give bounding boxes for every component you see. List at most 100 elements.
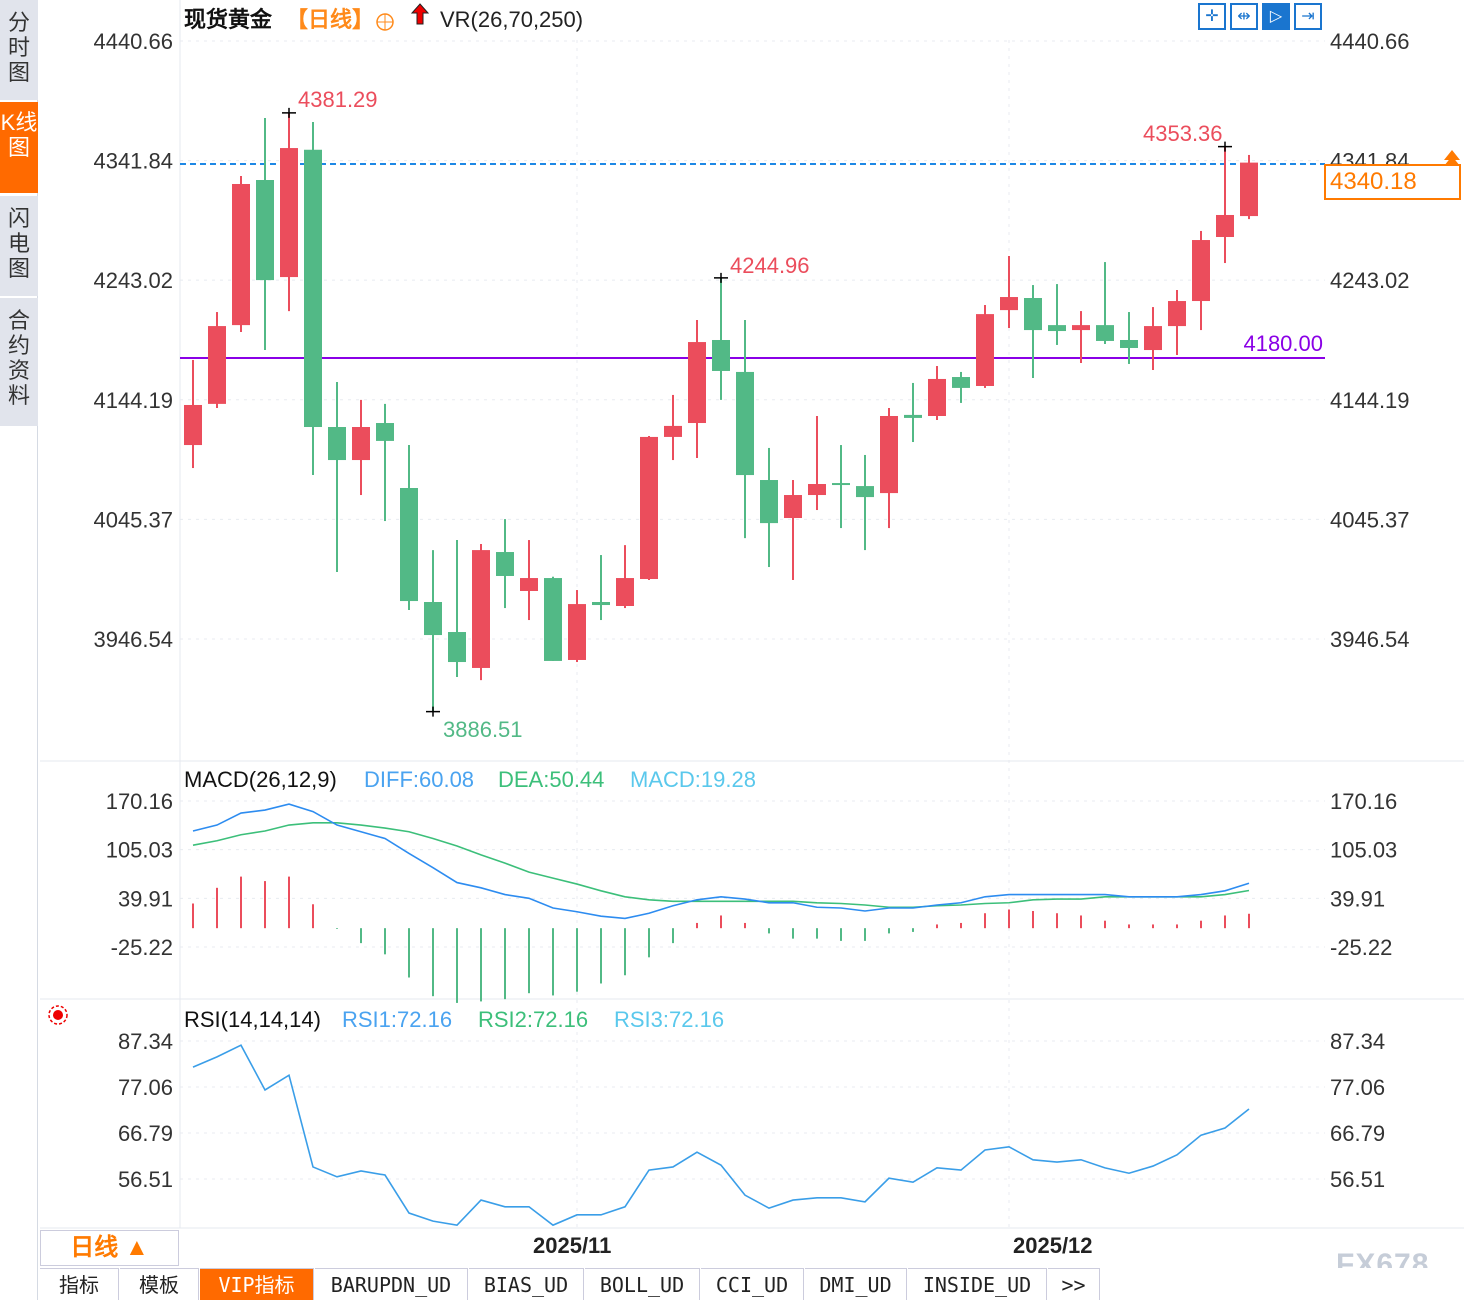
candle[interactable] xyxy=(424,550,442,712)
candle[interactable] xyxy=(520,540,538,621)
candle[interactable] xyxy=(1048,284,1066,345)
dea-line xyxy=(192,821,1250,909)
candle[interactable] xyxy=(1096,262,1114,344)
candle[interactable] xyxy=(1120,312,1138,364)
candle[interactable] xyxy=(784,480,802,580)
more-tabs-button[interactable]: >> xyxy=(1048,1268,1100,1300)
candle[interactable] xyxy=(736,320,754,539)
candle[interactable] xyxy=(1072,311,1090,363)
candle[interactable] xyxy=(400,445,418,610)
candle[interactable] xyxy=(568,590,586,663)
candle[interactable] xyxy=(232,176,250,333)
candle[interactable] xyxy=(808,415,826,511)
candle[interactable] xyxy=(256,118,274,351)
candle[interactable] xyxy=(184,359,202,469)
tab-inside-ud[interactable]: INSIDE_UD xyxy=(908,1268,1047,1300)
candle[interactable] xyxy=(760,447,778,568)
arrow-up-icon[interactable] xyxy=(410,3,430,25)
candle[interactable] xyxy=(1144,307,1162,371)
sidebar-tab-kline[interactable]: K线图 xyxy=(0,102,38,193)
period-label[interactable]: 【日线】 xyxy=(286,7,374,32)
tab-vip-indicators[interactable]: VIP指标 xyxy=(200,1268,314,1300)
settings-sun-icon[interactable] xyxy=(48,1005,68,1025)
macd-title[interactable]: MACD(26,12,9) xyxy=(184,767,337,792)
candle[interactable] xyxy=(640,435,658,580)
tab-boll-ud[interactable]: BOLL_UD xyxy=(585,1268,700,1300)
candle[interactable] xyxy=(304,122,322,476)
candle-body xyxy=(760,480,778,524)
candle[interactable] xyxy=(856,454,874,551)
jump-to-end-icon[interactable]: ⇥ xyxy=(1294,3,1322,30)
sidebar-tab-contract-info[interactable]: 合约资料 xyxy=(0,298,38,426)
candle[interactable] xyxy=(880,408,898,529)
candle[interactable] xyxy=(976,305,994,388)
period-selector[interactable]: 日线 ▲ xyxy=(40,1230,179,1266)
recent-high-label: 4353.36 xyxy=(1143,121,1223,146)
candle[interactable] xyxy=(1000,256,1018,329)
candle[interactable] xyxy=(904,382,922,443)
candle[interactable] xyxy=(664,394,682,461)
price-alert-label: 4180.00 xyxy=(1243,331,1323,356)
candle[interactable] xyxy=(1168,290,1186,356)
candle[interactable] xyxy=(952,371,970,403)
tab-templates[interactable]: 模板 xyxy=(120,1268,199,1300)
rsi-title[interactable]: RSI(14,14,14) xyxy=(184,1007,321,1032)
y-tick-label-right: 77.06 xyxy=(1330,1075,1385,1100)
candle-body xyxy=(592,602,610,606)
tab-cci-ud[interactable]: CCI_UD xyxy=(701,1268,804,1300)
extreme-marker xyxy=(1218,141,1232,152)
candle[interactable] xyxy=(1024,285,1042,378)
candle[interactable] xyxy=(352,399,370,496)
rsi3-value: RSI3:72.16 xyxy=(614,1007,724,1032)
price-up-icon xyxy=(1444,150,1460,166)
mid-high-label: 4244.96 xyxy=(730,253,810,278)
macd-hist-value: MACD:19.28 xyxy=(630,767,756,792)
candle-body xyxy=(688,342,706,424)
candle[interactable] xyxy=(1192,230,1210,331)
candle[interactable] xyxy=(280,112,298,312)
candle[interactable] xyxy=(688,320,706,458)
candle-body xyxy=(904,414,922,418)
candle[interactable] xyxy=(376,403,394,522)
tab-indicators[interactable]: 指标 xyxy=(40,1268,119,1300)
candle-body xyxy=(328,427,346,461)
y-tick-label-right: 3946.54 xyxy=(1330,627,1410,652)
candle-body xyxy=(616,578,634,607)
y-tick-label-left: 3946.54 xyxy=(93,627,173,652)
rsi-line xyxy=(192,1044,1250,1227)
macd-dea-value: DEA:50.44 xyxy=(498,767,604,792)
zoom-range-icon[interactable]: ⇹ xyxy=(1230,3,1258,30)
candle[interactable] xyxy=(472,544,490,681)
sidebar-tab-flash[interactable]: 闪电图 xyxy=(0,196,38,296)
grid xyxy=(180,40,1325,1228)
candle-body xyxy=(184,404,202,446)
add-indicator-icon[interactable] xyxy=(376,13,394,31)
candle[interactable] xyxy=(208,312,226,409)
rsi2-value: RSI2:72.16 xyxy=(478,1007,588,1032)
candle[interactable] xyxy=(592,555,610,621)
candle-body xyxy=(1144,326,1162,351)
candle-body xyxy=(424,602,442,636)
move-right-icon[interactable]: ▷ xyxy=(1262,3,1290,30)
candle[interactable] xyxy=(928,366,946,420)
candle[interactable] xyxy=(832,445,850,529)
indicator-label[interactable]: VR(26,70,250) xyxy=(440,7,583,32)
candle-body xyxy=(568,604,586,660)
last-price-tag: 4340.18 xyxy=(1324,164,1461,200)
tab-dmi-ud[interactable]: DMI_UD xyxy=(805,1268,907,1300)
sidebar-tab-intraday[interactable]: 分时图 xyxy=(0,0,38,100)
candle[interactable] xyxy=(448,540,466,678)
crosshair-icon[interactable]: ✛ xyxy=(1198,3,1226,30)
candle[interactable] xyxy=(616,545,634,609)
tab-barupdn-ud[interactable]: BARUPDN_UD xyxy=(315,1268,468,1300)
candle[interactable] xyxy=(712,277,730,400)
candle[interactable] xyxy=(496,519,514,609)
candle[interactable] xyxy=(1240,154,1258,220)
indicator-tab-bar: 指标 模板 VIP指标 BARUPDN_UD BIAS_UD BOLL_UD C… xyxy=(40,1268,1464,1300)
candle[interactable] xyxy=(328,381,346,572)
y-tick-label-right: 4144.19 xyxy=(1330,388,1410,413)
tab-bias-ud[interactable]: BIAS_UD xyxy=(469,1268,584,1300)
candle[interactable] xyxy=(544,576,562,661)
candle[interactable] xyxy=(1216,146,1234,264)
